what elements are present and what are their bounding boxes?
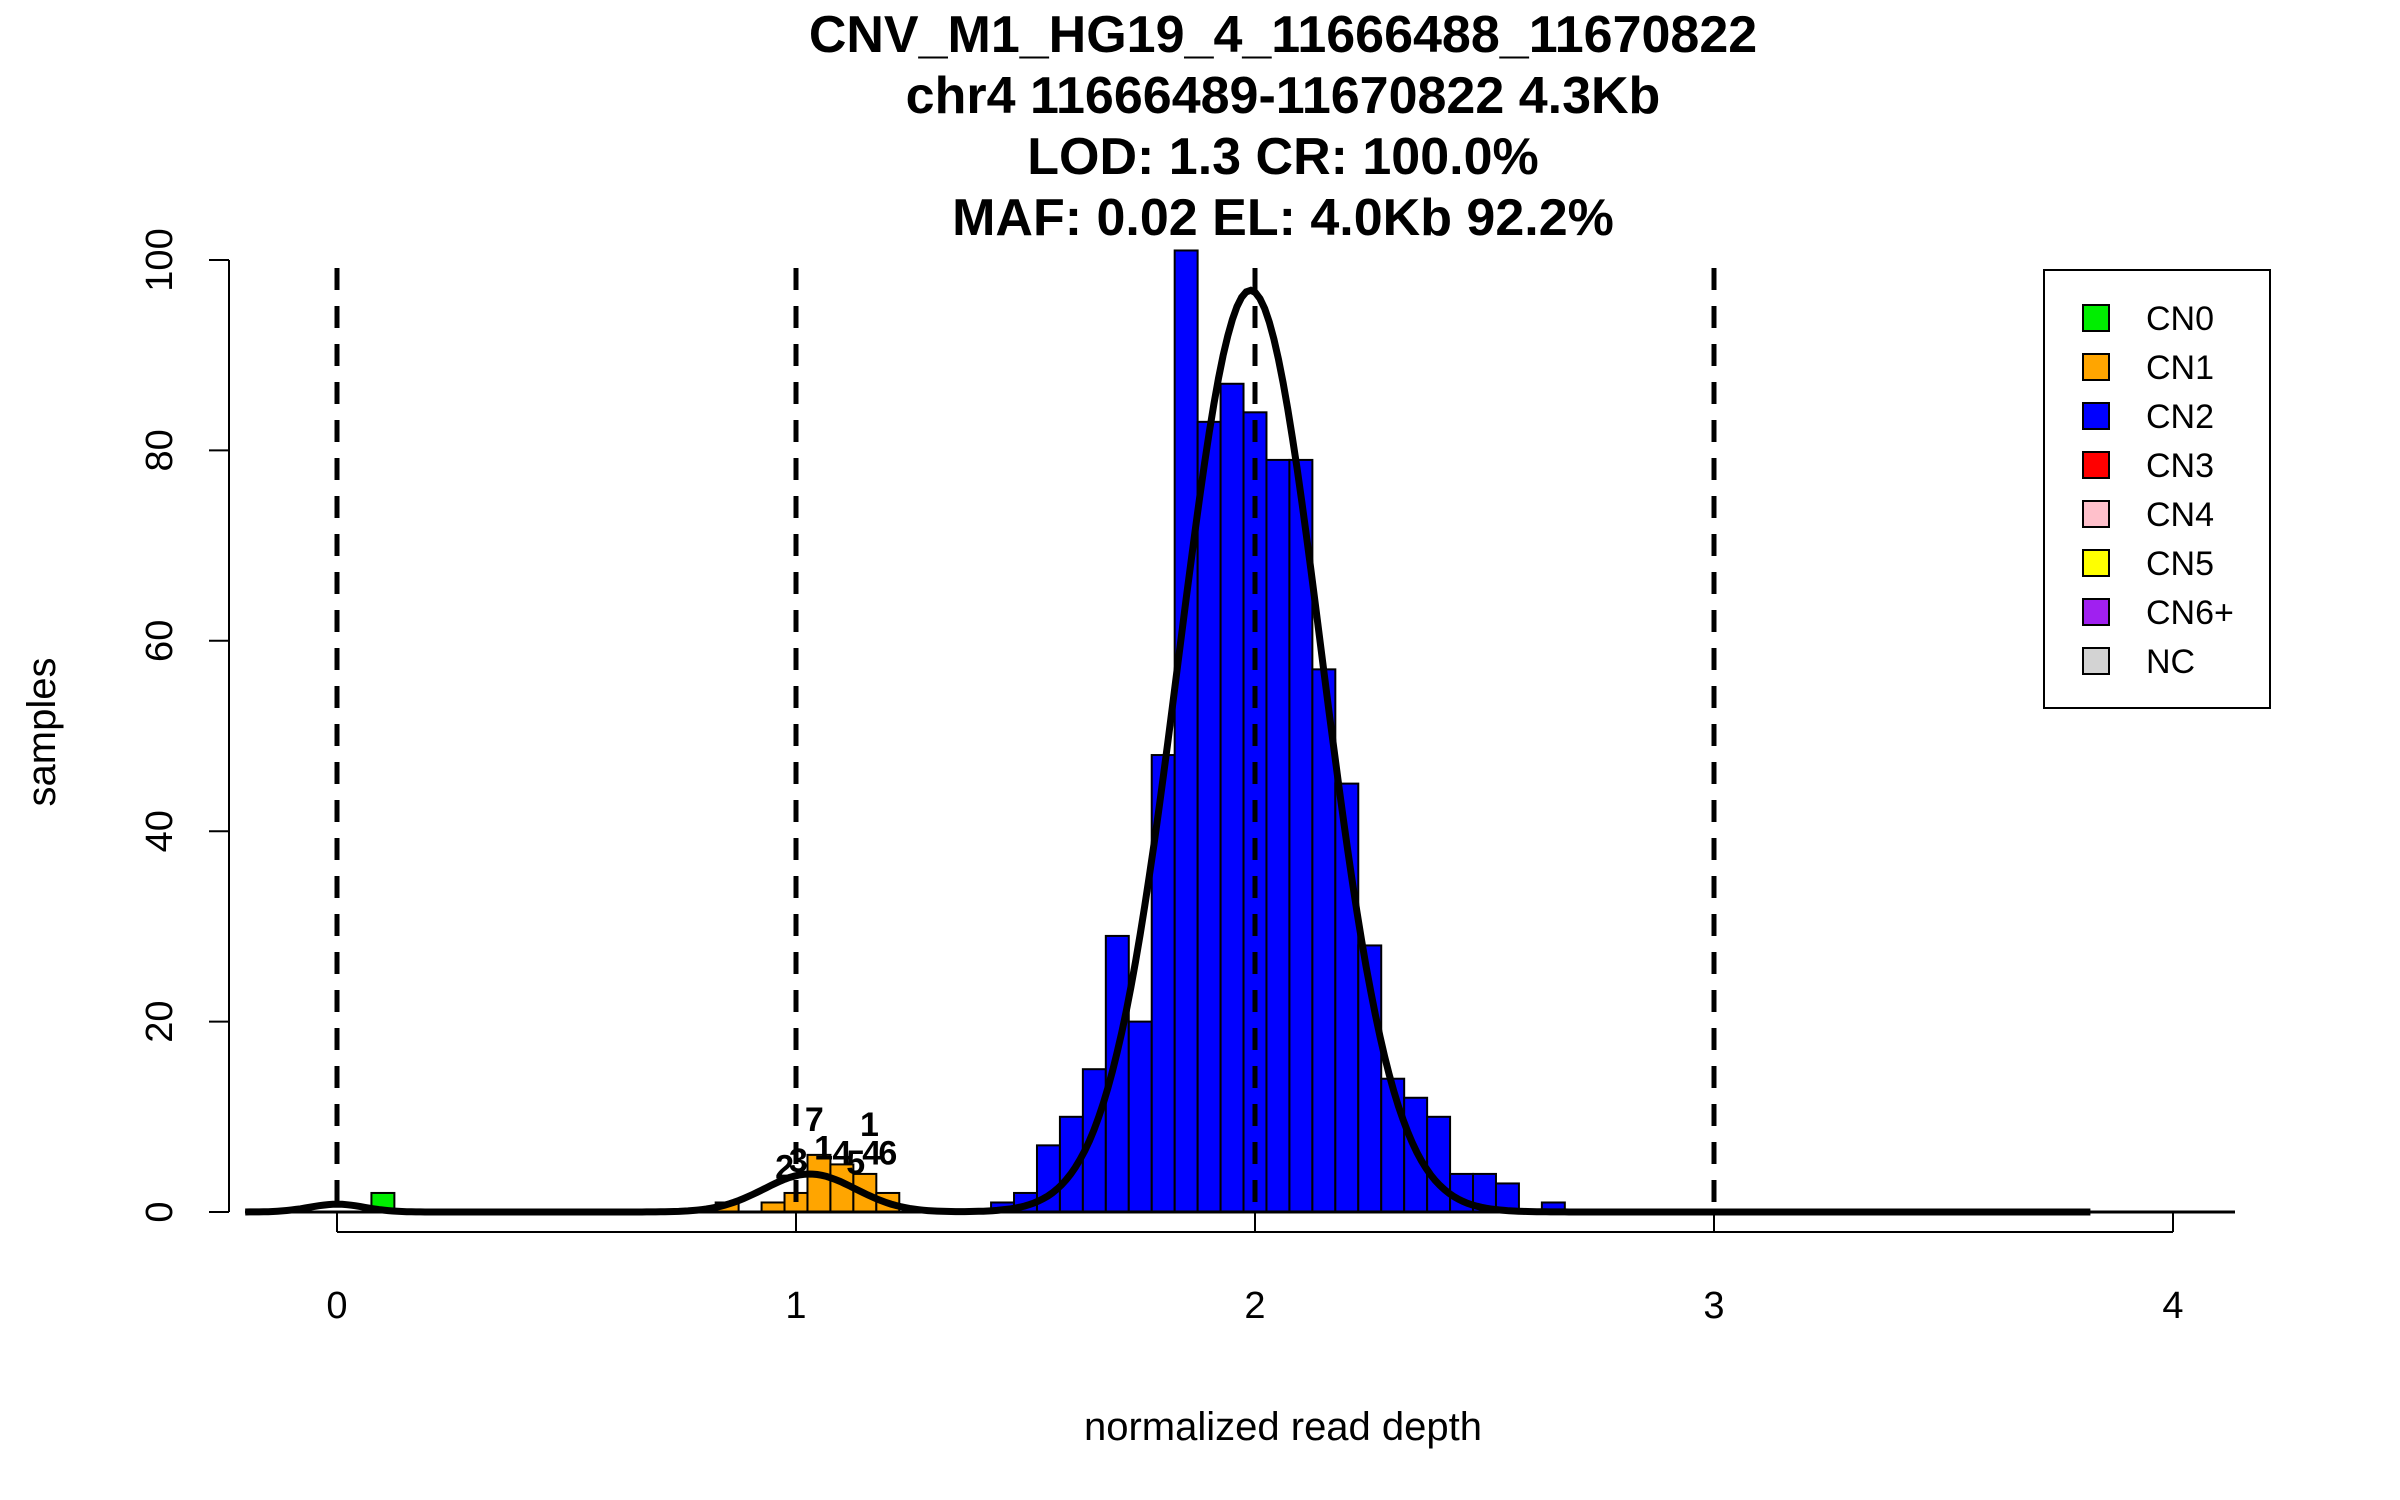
- legend-swatch-cn6plus: [2082, 598, 2110, 626]
- legend-label-cn2: CN2: [2146, 398, 2214, 436]
- x-tick-label-3: 3: [1703, 1285, 1724, 1327]
- x-axis: 0 1 2 3 4: [245, 1210, 2235, 1327]
- title-line-3: LOD: 1.3 CR: 100.0%: [1027, 128, 1539, 186]
- x-axis-label: normalized read depth: [1084, 1405, 1482, 1449]
- legend-label-cn5: CN5: [2146, 545, 2214, 583]
- bar-label-3: 1: [814, 1130, 833, 1168]
- y-tick-label-3: 60: [139, 620, 181, 662]
- y-axis-label: samples: [20, 658, 64, 807]
- x-tick-label-1: 1: [785, 1285, 806, 1327]
- bar-label-4: 4: [832, 1134, 851, 1172]
- legend-box: [2043, 269, 2271, 709]
- legend-swatch-cn2: [2082, 402, 2110, 430]
- bar-label-7: 4: [862, 1134, 881, 1172]
- legend-label-cn3: CN3: [2146, 447, 2214, 485]
- legend-label-cn0: CN0: [2146, 300, 2214, 338]
- x-tick-label-2: 2: [1244, 1285, 1265, 1327]
- legend-label-cn4: CN4: [2146, 496, 2214, 534]
- bar-cn2-12: [1265, 458, 1291, 1214]
- bar-label-5: 5: [846, 1144, 865, 1182]
- y-tick-label-0: 0: [139, 1201, 181, 1222]
- legend-swatch-cn4: [2082, 500, 2110, 528]
- legend-swatch-cn5: [2082, 549, 2110, 577]
- legend-swatch-cn3: [2082, 451, 2110, 479]
- legend-label-cn6plus: CN6+: [2146, 594, 2234, 632]
- y-tick-label-4: 80: [139, 429, 181, 471]
- legend: CN0 CN1 CN2 CN3 CN4 CN5 CN6+ NC: [2043, 269, 2271, 709]
- bar-label-1: 3: [789, 1142, 808, 1180]
- bar-cn2-9: [1196, 420, 1222, 1213]
- bar-label-8: 6: [878, 1134, 897, 1172]
- legend-swatch-cn0: [2082, 304, 2110, 332]
- title-line-2: chr4 11666489-11670822 4.3Kb: [906, 67, 1661, 125]
- bar-label-0: 2: [775, 1149, 794, 1187]
- bar-cn2-10: [1219, 382, 1245, 1213]
- title-line-4: MAF: 0.02 EL: 4.0Kb 92.2%: [952, 189, 1614, 247]
- legend-label-nc: NC: [2146, 643, 2195, 681]
- bar-cn2-6: [1127, 1020, 1153, 1213]
- bar-cn2-19: [1426, 1115, 1452, 1214]
- y-axis: 0 20 40 60 80 100: [139, 228, 230, 1223]
- chart-title: CNV_M1_HG19_4_11666488_11670822 chr4 116…: [809, 6, 1757, 247]
- bar-label-2: 7: [805, 1101, 824, 1139]
- copy-number-guides: [334, 268, 1717, 1212]
- bar-cn2-8: [1173, 249, 1199, 1214]
- x-tick-label-0: 0: [326, 1285, 347, 1327]
- y-tick-label-5: 100: [139, 228, 181, 291]
- legend-label-cn1: CN1: [2146, 349, 2214, 387]
- legend-swatch-nc: [2082, 647, 2110, 675]
- legend-swatch-cn1: [2082, 353, 2110, 381]
- title-line-1: CNV_M1_HG19_4_11666488_11670822: [809, 6, 1757, 64]
- x-tick-label-4: 4: [2162, 1285, 2183, 1327]
- y-tick-label-1: 20: [139, 1000, 181, 1042]
- y-tick-label-2: 40: [139, 810, 181, 852]
- bar-label-6: 1: [860, 1106, 879, 1144]
- bars-cn2: [990, 249, 1566, 1214]
